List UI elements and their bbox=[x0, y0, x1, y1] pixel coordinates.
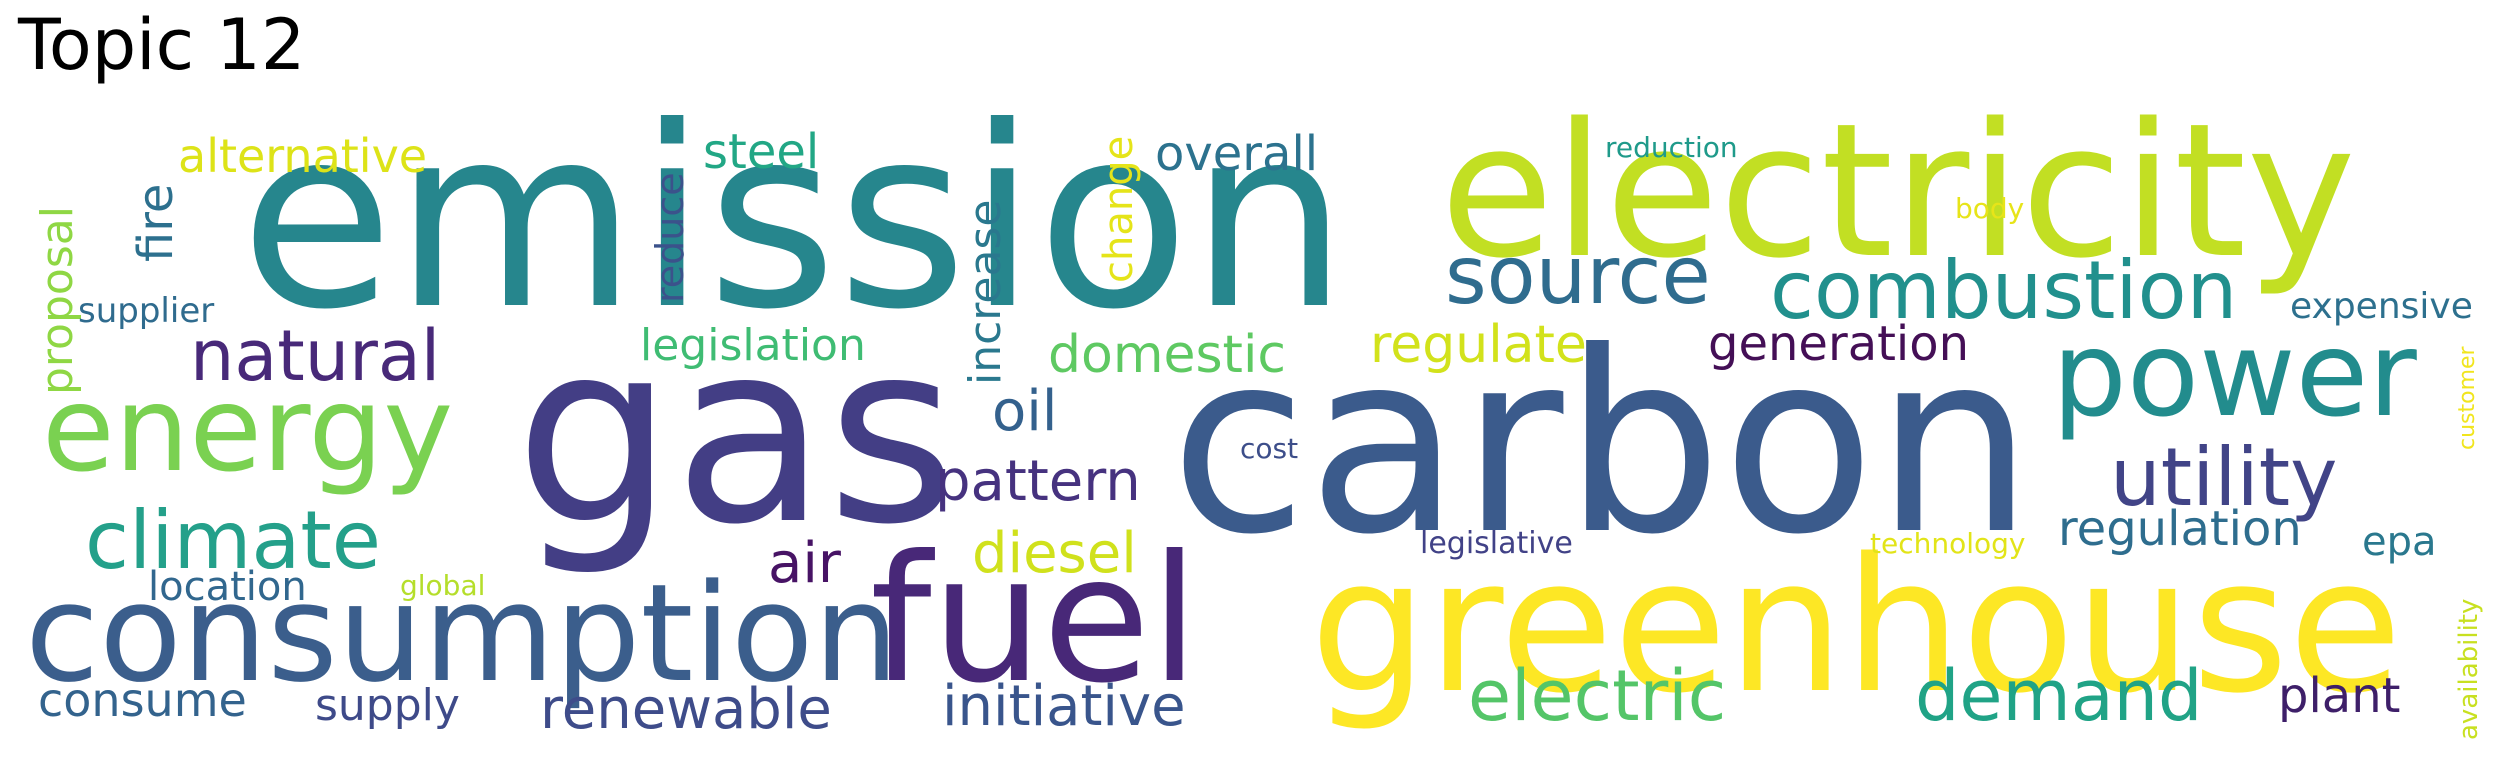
word-location: location bbox=[148, 564, 307, 610]
word-legislation: legislation bbox=[640, 320, 866, 371]
word-fire: fire bbox=[128, 184, 184, 262]
word-combustion: combustion bbox=[1770, 244, 2237, 337]
word-climate: climate bbox=[85, 494, 381, 587]
word-electricity: electricity bbox=[1440, 83, 2356, 299]
word-technology: technology bbox=[1870, 527, 2025, 560]
word-demand: demand bbox=[1915, 655, 2202, 737]
page-title: Topic 12 bbox=[18, 4, 306, 86]
word-carbon: carbon bbox=[1170, 298, 2034, 589]
word-diesel: diesel bbox=[972, 521, 1137, 586]
word-energy: energy bbox=[42, 360, 453, 498]
word-cost: cost bbox=[1240, 432, 1298, 465]
word-change: change bbox=[1096, 136, 1142, 283]
word-gas: gas bbox=[515, 288, 957, 579]
word-plant: plant bbox=[2278, 668, 2400, 724]
word-electric: electric bbox=[1468, 655, 1726, 737]
word-regulation: regulation bbox=[2058, 501, 2302, 557]
word-natural: natural bbox=[190, 315, 440, 397]
word-initiative: initiative bbox=[942, 674, 1186, 739]
word-consumption: consumption bbox=[25, 555, 899, 712]
word-availability: availability bbox=[2454, 599, 2484, 740]
word-epa: epa bbox=[2362, 519, 2437, 565]
word-regulate: regulate bbox=[1370, 315, 1587, 375]
word-oil: oil bbox=[992, 379, 1057, 444]
word-consume: consume bbox=[38, 673, 247, 727]
word-generation: generation bbox=[1708, 316, 1969, 372]
word-overall: overall bbox=[1155, 126, 1318, 182]
word-reduce: reduce bbox=[648, 172, 692, 303]
word-proposal: proposal bbox=[32, 206, 83, 395]
word-utility: utility bbox=[2110, 431, 2337, 524]
word-renewable: renewable bbox=[540, 677, 832, 742]
word-air: air bbox=[768, 531, 842, 596]
word-alternative: alternative bbox=[178, 129, 427, 183]
word-power: power bbox=[2052, 305, 2417, 443]
word-reduction: reduction bbox=[1605, 131, 1738, 164]
word-expensive: expensive bbox=[2290, 286, 2473, 327]
word-steel: steel bbox=[703, 124, 819, 180]
word-supplier: supplier bbox=[78, 291, 214, 331]
word-body: body bbox=[1955, 192, 2024, 225]
word-domestic: domestic bbox=[1048, 325, 1286, 385]
word-increase: increase bbox=[960, 200, 1011, 385]
word-fuel: fuel bbox=[870, 519, 1199, 722]
word-supply: supply bbox=[315, 680, 460, 731]
word-global: global bbox=[400, 569, 485, 602]
word-greenhouse: greenhouse bbox=[1310, 518, 2402, 734]
word-legislative: legislative bbox=[1420, 526, 1573, 561]
word-customer: customer bbox=[2455, 345, 2480, 450]
word-emission: emission bbox=[240, 73, 1348, 364]
word-pattern: pattern bbox=[935, 449, 1141, 514]
word-source: source bbox=[1445, 229, 1711, 322]
